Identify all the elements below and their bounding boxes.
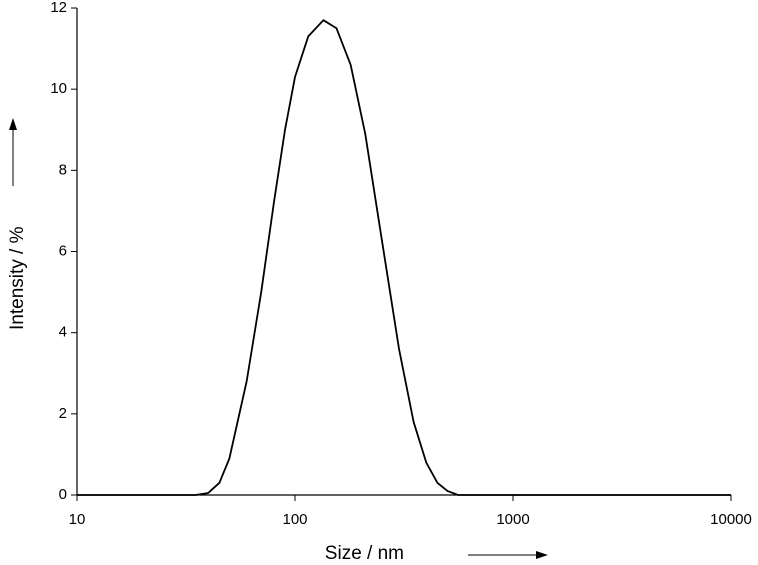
y-axis-arrow — [9, 118, 17, 186]
x-axis-arrow — [468, 551, 548, 559]
y-tick-label: 2 — [59, 405, 67, 422]
x-tick-label: 100 — [282, 511, 307, 528]
y-tick-label: 12 — [50, 0, 67, 16]
y-axis-label: Intensity / % — [7, 226, 28, 330]
y-tick-label: 0 — [59, 486, 67, 503]
y-tick-label: 10 — [50, 80, 67, 97]
y-tick-label: 4 — [59, 324, 67, 341]
y-tick-label: 6 — [59, 242, 67, 259]
x-tick-label: 10000 — [710, 511, 752, 528]
y-tick-label: 8 — [59, 161, 67, 178]
x-tick-label: 1000 — [496, 511, 529, 528]
data-line — [77, 19, 731, 496]
x-tick-label: 10 — [69, 511, 86, 528]
x-axis-label: Size / nm — [325, 543, 404, 564]
